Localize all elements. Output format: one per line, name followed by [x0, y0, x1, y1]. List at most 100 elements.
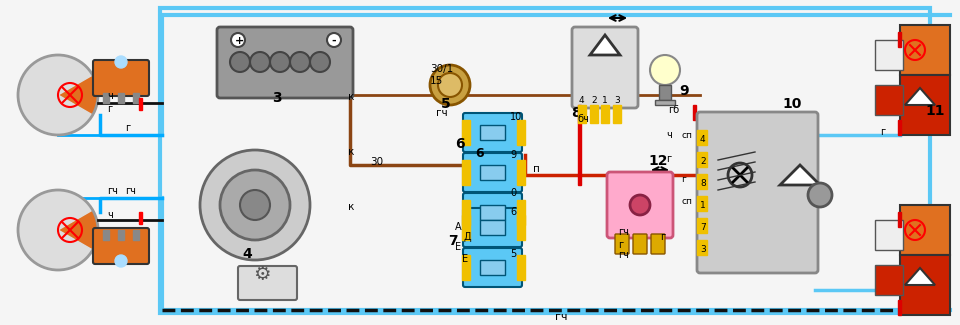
Polygon shape: [905, 268, 935, 285]
Text: 4: 4: [700, 135, 706, 144]
Bar: [697, 196, 707, 211]
Bar: [139, 98, 142, 110]
FancyBboxPatch shape: [93, 60, 149, 96]
FancyBboxPatch shape: [238, 266, 297, 300]
Text: Е: Е: [455, 242, 461, 252]
Circle shape: [290, 52, 310, 72]
Text: г: г: [107, 104, 112, 114]
Text: п: п: [533, 164, 540, 174]
Wedge shape: [58, 210, 98, 250]
Text: 2: 2: [700, 157, 706, 166]
Bar: [898, 212, 901, 227]
FancyBboxPatch shape: [463, 153, 522, 192]
Bar: [118, 230, 124, 240]
Polygon shape: [905, 88, 935, 105]
Circle shape: [270, 52, 290, 72]
Bar: [697, 218, 707, 233]
Bar: [613, 105, 621, 123]
FancyBboxPatch shape: [217, 27, 353, 98]
Circle shape: [430, 65, 470, 105]
Circle shape: [231, 33, 245, 47]
Text: 5: 5: [510, 249, 516, 259]
FancyBboxPatch shape: [615, 234, 629, 254]
FancyBboxPatch shape: [463, 113, 522, 152]
Text: 1: 1: [700, 201, 706, 210]
Text: 7: 7: [448, 234, 458, 248]
Wedge shape: [18, 55, 93, 135]
Bar: [900, 25, 950, 75]
Text: г: г: [618, 240, 623, 250]
Bar: [462, 160, 470, 185]
Bar: [103, 93, 109, 103]
Text: сп: сп: [681, 131, 692, 140]
Polygon shape: [780, 165, 820, 185]
Circle shape: [310, 52, 330, 72]
Text: 10: 10: [510, 112, 522, 122]
Bar: [578, 105, 586, 123]
Text: гч: гч: [618, 227, 629, 237]
Text: 8: 8: [571, 106, 581, 120]
FancyBboxPatch shape: [572, 27, 638, 108]
Circle shape: [220, 170, 290, 240]
Bar: [462, 120, 470, 145]
Circle shape: [115, 255, 127, 267]
Bar: [139, 212, 142, 224]
Bar: [875, 85, 903, 115]
Circle shape: [250, 52, 270, 72]
Text: бч: бч: [577, 114, 588, 124]
Bar: [659, 85, 671, 100]
Bar: [590, 105, 598, 123]
Text: 1: 1: [602, 96, 608, 105]
Text: 30/1: 30/1: [430, 64, 453, 74]
Text: ⚙: ⚙: [253, 265, 271, 284]
Text: гч: гч: [125, 186, 136, 196]
Circle shape: [200, 150, 310, 260]
Bar: [697, 152, 707, 167]
Circle shape: [438, 73, 462, 97]
Text: к: к: [348, 147, 354, 157]
Bar: [898, 32, 901, 47]
Text: гч: гч: [618, 250, 629, 260]
Text: 30: 30: [370, 157, 383, 167]
Text: к: к: [348, 202, 354, 212]
Bar: [480, 260, 505, 275]
Circle shape: [240, 190, 270, 220]
Bar: [517, 160, 525, 185]
Circle shape: [650, 55, 680, 85]
Bar: [900, 255, 950, 315]
Text: 2: 2: [591, 96, 596, 105]
Text: А: А: [455, 222, 462, 232]
Wedge shape: [18, 190, 93, 270]
Bar: [601, 105, 609, 123]
Text: гч: гч: [555, 312, 567, 322]
Text: 0: 0: [510, 188, 516, 198]
Text: гч: гч: [107, 186, 118, 196]
Text: г: г: [125, 123, 131, 133]
Text: сп: сп: [681, 197, 692, 206]
Bar: [875, 40, 903, 70]
Text: 11: 11: [925, 104, 945, 118]
Circle shape: [630, 195, 650, 215]
Polygon shape: [590, 35, 620, 55]
Bar: [517, 120, 525, 145]
Text: 9: 9: [679, 84, 688, 98]
Bar: [480, 125, 505, 140]
Bar: [900, 75, 950, 135]
FancyBboxPatch shape: [463, 248, 522, 287]
Text: 8: 8: [700, 179, 706, 188]
FancyBboxPatch shape: [93, 228, 149, 264]
Bar: [462, 215, 470, 240]
Bar: [697, 174, 707, 189]
Bar: [133, 93, 139, 103]
Bar: [697, 130, 707, 145]
Bar: [517, 215, 525, 240]
Text: 6: 6: [455, 137, 465, 151]
Text: 10: 10: [782, 97, 802, 111]
FancyBboxPatch shape: [463, 208, 522, 247]
Bar: [693, 105, 696, 120]
Text: 3: 3: [700, 245, 706, 254]
Text: Е: Е: [462, 254, 468, 264]
Bar: [898, 300, 901, 315]
FancyBboxPatch shape: [463, 193, 522, 232]
Text: гч: гч: [436, 108, 447, 118]
